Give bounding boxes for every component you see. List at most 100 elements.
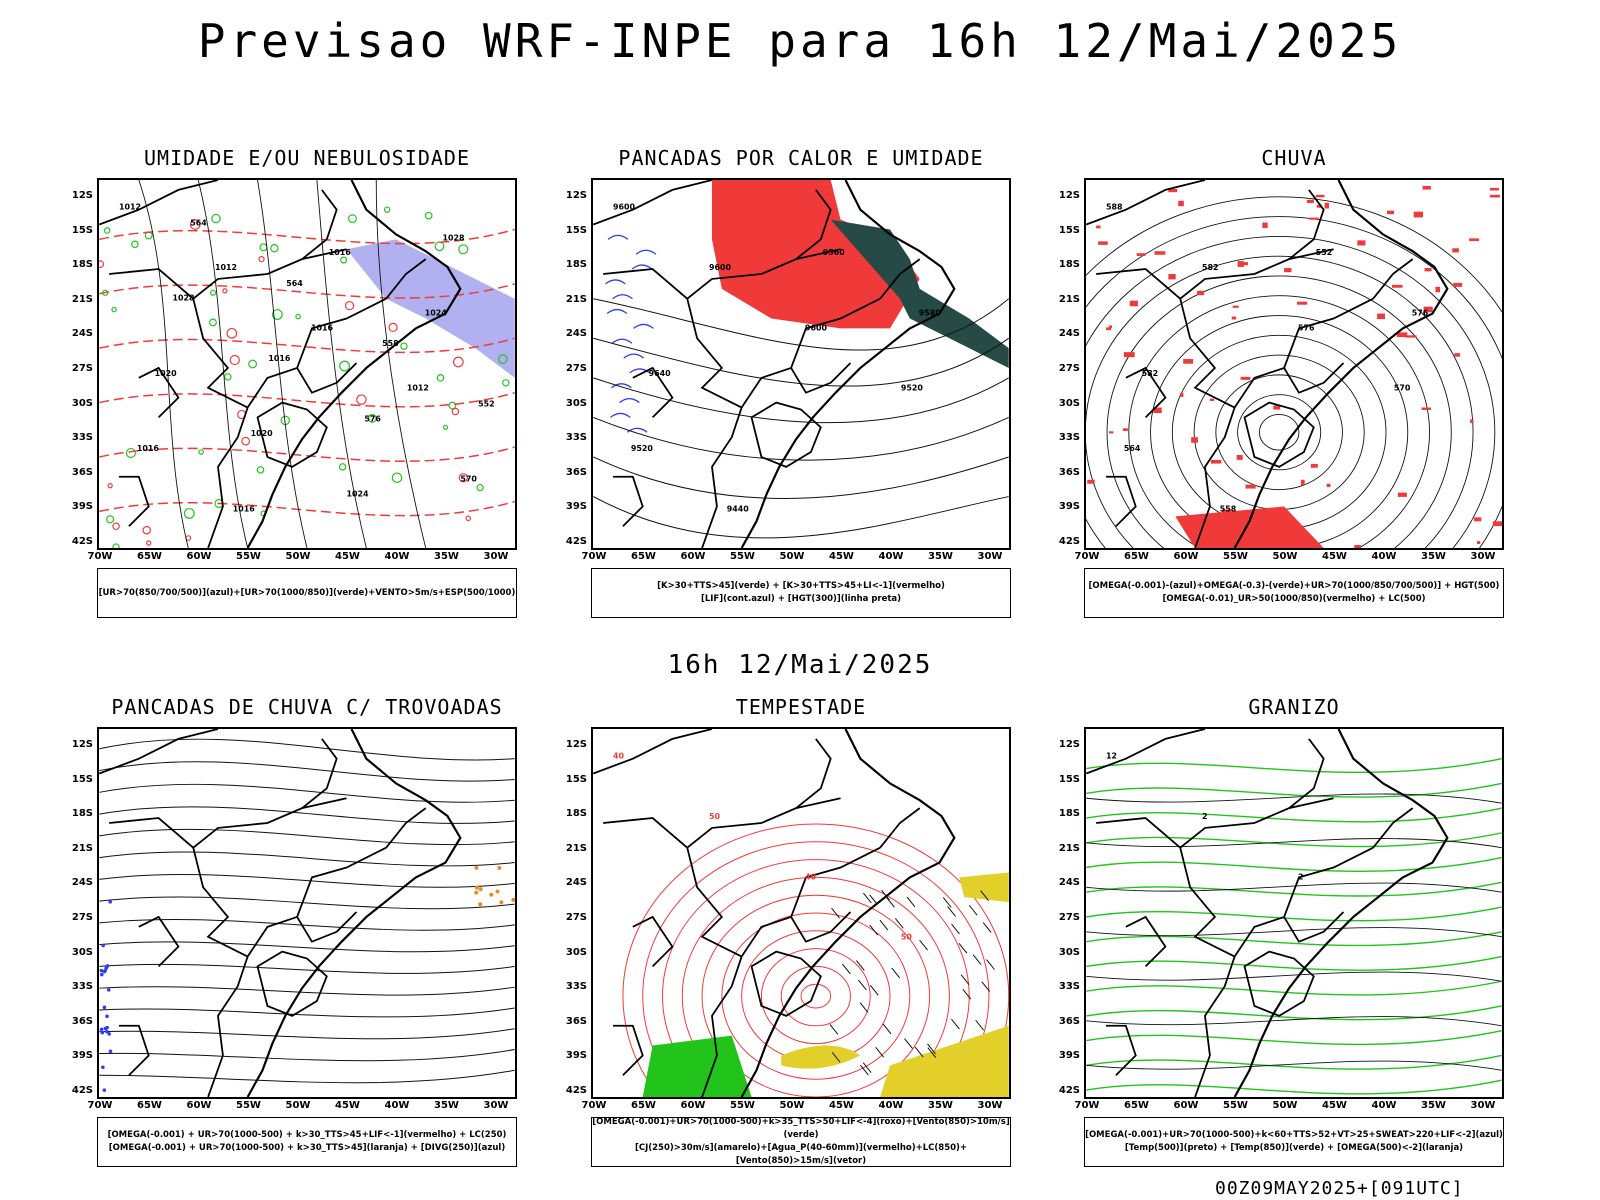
wind-vector xyxy=(958,943,968,954)
lat-tick-label: 39S xyxy=(71,501,93,513)
lat-tick-label: 15S xyxy=(71,224,93,236)
lat-tick-label: 30S xyxy=(1058,397,1080,409)
divergence-pixel xyxy=(103,1026,108,1031)
lon-tick-label: 65W xyxy=(631,551,656,562)
rain-pixel xyxy=(1242,262,1249,266)
contour-blob xyxy=(344,300,355,311)
coastline xyxy=(740,729,956,1097)
wind-vector xyxy=(859,1002,869,1013)
lon-tick-label: 60W xyxy=(1173,1100,1199,1111)
lon-tick-label: 65W xyxy=(1124,551,1149,562)
lon-tick-label: 55W xyxy=(1223,1100,1248,1111)
rain-pixel xyxy=(1316,204,1322,208)
wind-vector xyxy=(863,892,872,904)
map-graphics-chuva: 588 582 576 570 564 558 552 576 582 xyxy=(1086,180,1502,548)
country-border xyxy=(1233,846,1374,958)
contour-blob xyxy=(367,414,377,423)
contour-label: 564 xyxy=(1124,444,1141,453)
rain-pixel xyxy=(1096,225,1101,229)
lat-tick-label: 12S xyxy=(71,190,93,201)
field-layer xyxy=(99,738,515,1092)
country-border xyxy=(1372,807,1414,849)
isobar xyxy=(138,180,189,548)
country-border xyxy=(1243,401,1315,468)
lc850-contour xyxy=(662,859,970,1097)
contour-label: 9600 xyxy=(613,203,636,212)
lc850-contour xyxy=(622,823,1009,1097)
wind-vector xyxy=(975,1019,985,1031)
divergence-pixel xyxy=(105,964,110,968)
contour-blob xyxy=(451,407,460,416)
lat-tick-label: 39S xyxy=(1058,501,1080,513)
legend-line: [LIF](cont.azul) + [HGT(300)](linha pret… xyxy=(700,594,902,604)
rain-pixel xyxy=(1109,431,1114,434)
divergence-pixel xyxy=(99,968,104,973)
rain-pixel xyxy=(1310,463,1318,468)
lon-tick-label: 40W xyxy=(384,1100,410,1111)
contour-label: 564 xyxy=(286,279,303,288)
coastline xyxy=(246,729,462,1097)
orange-pixel xyxy=(511,897,515,902)
lat-tick-label: 27S xyxy=(565,912,587,923)
country-border xyxy=(750,401,822,468)
contour-blob xyxy=(434,241,445,252)
rain-pixel xyxy=(1180,392,1184,397)
wind-vector xyxy=(856,960,865,971)
legend-line: [OMEGA(-0.001)+UR>70(1000-500)+k<60+TTS>… xyxy=(1085,1130,1503,1140)
lat-tick-label: 18S xyxy=(71,259,93,271)
wind-vector xyxy=(951,1018,960,1030)
country-border xyxy=(686,847,743,958)
lon-tick-label: 30W xyxy=(1470,1100,1496,1111)
contour-label: 9640 xyxy=(649,369,672,378)
rain-pixel xyxy=(1221,509,1232,513)
contour-label: 9440 xyxy=(727,504,750,513)
orange-pixel xyxy=(495,889,500,894)
rain-pixel xyxy=(1168,188,1178,193)
contour-label: 9600 xyxy=(805,323,828,332)
rain-pixel xyxy=(1492,521,1502,527)
contour-blob xyxy=(103,227,111,234)
lon-tick-label: 40W xyxy=(1371,551,1397,562)
wind-vector xyxy=(960,974,970,985)
country-border xyxy=(593,729,713,775)
temp500-contour xyxy=(1086,971,1502,982)
legend-umidade: [UR>70(850/700/500)](azul)+[UR>70(1000/8… xyxy=(97,568,517,618)
lat-tick-label: 27S xyxy=(1058,363,1080,374)
run-stamp: 00Z09MAY2025+[091UTC] xyxy=(1215,1178,1464,1199)
country-border xyxy=(1125,366,1167,419)
rain-pixel xyxy=(1240,376,1251,380)
contour-blob xyxy=(458,473,468,483)
contour-blob xyxy=(339,360,351,372)
contour-blob xyxy=(383,206,391,213)
country-border xyxy=(1194,956,1236,1097)
lat-tick-label: 42S xyxy=(565,1085,587,1096)
divergence-pixel xyxy=(102,1005,107,1010)
rain-pixel xyxy=(1477,541,1481,544)
contour-blob xyxy=(189,219,201,230)
contour-label: 570 xyxy=(460,475,477,484)
contour-label: 1016 xyxy=(233,504,256,513)
contour-blob xyxy=(502,379,510,387)
rain-pixel xyxy=(1474,517,1482,522)
temp500-contour xyxy=(1086,927,1502,938)
hgt500-contour xyxy=(1086,196,1502,313)
contour-label: 552 xyxy=(478,400,495,409)
country-border xyxy=(632,915,674,968)
lc850-contour xyxy=(780,965,851,1027)
hgt500-contour xyxy=(1106,275,1452,548)
rain-pixel xyxy=(1357,240,1366,246)
lon-tick-label: 50W xyxy=(1272,1100,1298,1111)
country-border xyxy=(613,475,644,527)
divergence-pixel xyxy=(99,972,104,977)
rain-pixel xyxy=(1324,202,1329,209)
legend-tempestade: [OMEGA(-0.001)+UR>70(1000-500)+k>35_TTS>… xyxy=(591,1117,1011,1167)
rain-pixel xyxy=(1413,211,1424,218)
temp850-contour xyxy=(1086,856,1502,872)
lat-tick-label: 42S xyxy=(565,536,587,547)
lon-tick-label: 70W xyxy=(1074,551,1100,562)
wind-vector xyxy=(962,988,972,1000)
temp500-contour xyxy=(1086,793,1502,804)
lat-tick-label: 15S xyxy=(565,224,587,236)
lon-tick-label: 60W xyxy=(680,1100,706,1111)
country-border xyxy=(192,847,249,958)
